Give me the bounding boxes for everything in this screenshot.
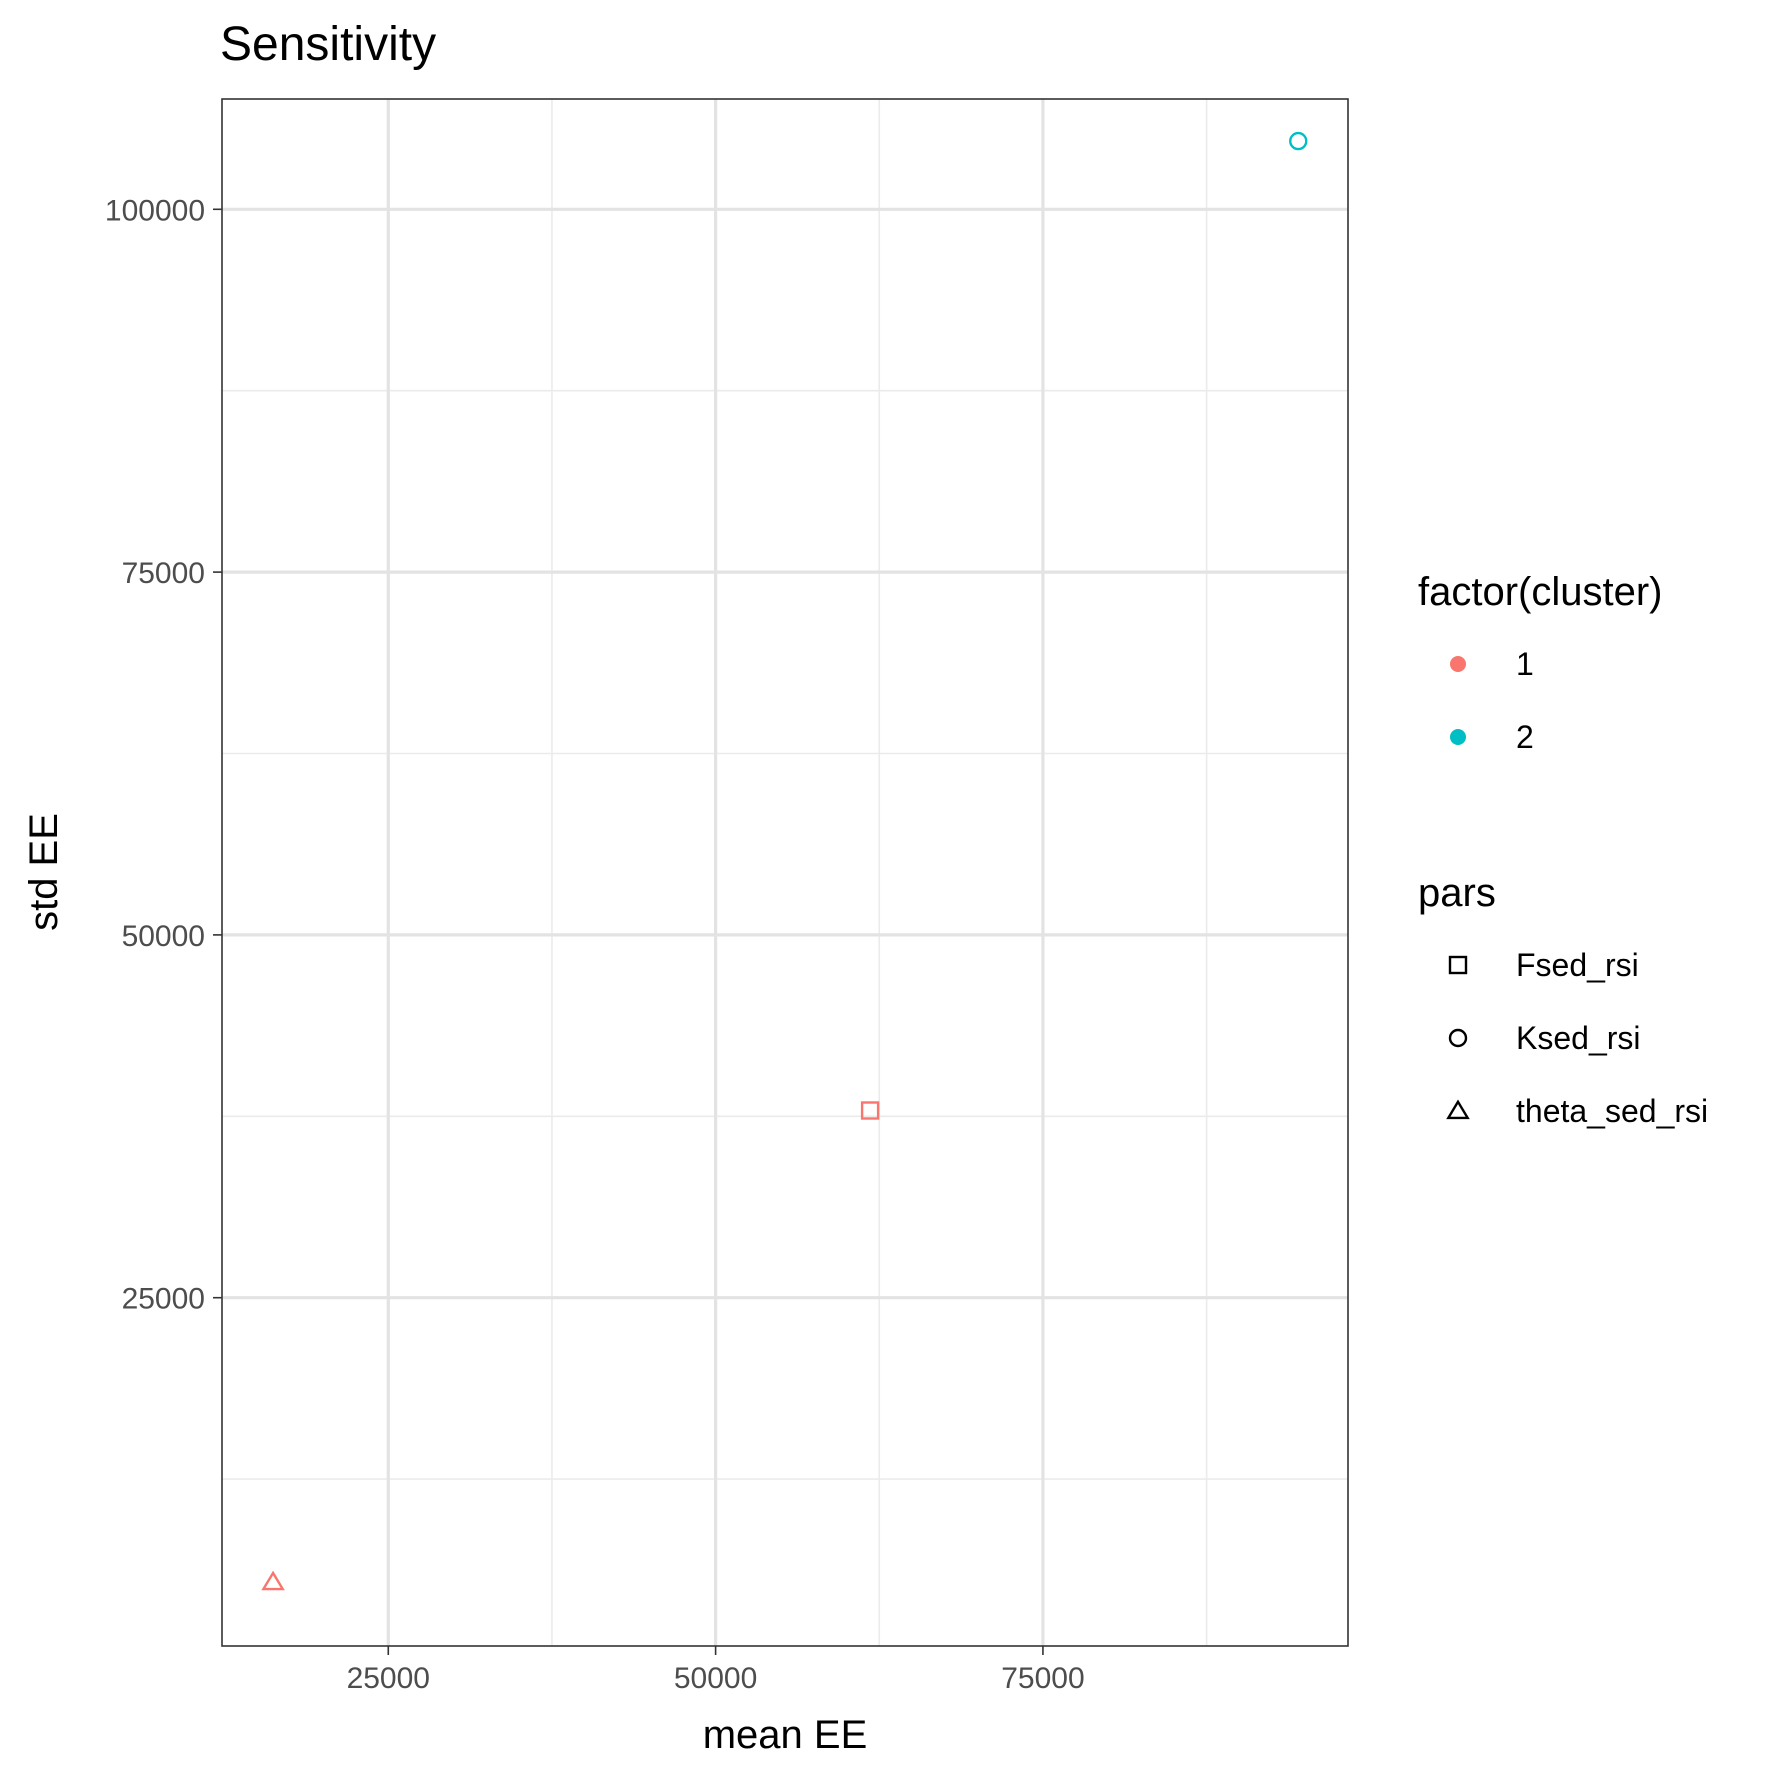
legend-label: theta_sed_rsi [1516, 1093, 1708, 1129]
y-axis-title: std EE [22, 813, 66, 931]
legend-key-shape [1448, 1028, 1468, 1048]
legend-key-shape [1446, 1099, 1470, 1120]
legend-title: factor(cluster) [1418, 570, 1663, 614]
x-tick-label: 50000 [674, 1662, 757, 1695]
data-point-theta-sed-rsi [261, 1570, 285, 1591]
x-axis-title: mean EE [703, 1713, 868, 1757]
axis-ticks: 25000 50000 75000 25000 50000 75000 100000 [105, 194, 1085, 1695]
y-tick-label: 25000 [122, 1283, 205, 1316]
x-tick-label: 75000 [1001, 1662, 1084, 1695]
data-point-Fsed-rsi [860, 1101, 880, 1120]
chart-title: Sensitivity [220, 18, 436, 71]
data-points [261, 131, 1308, 1591]
x-tick-label: 25000 [347, 1662, 430, 1695]
grid-lines [222, 99, 1348, 1646]
legend-key-shape [1448, 955, 1468, 975]
legend-label: Fsed_rsi [1516, 947, 1639, 983]
y-tick-label: 75000 [122, 557, 205, 590]
y-tick-label: 100000 [105, 194, 205, 227]
legend-label: 2 [1516, 719, 1534, 755]
legend-key-color [1450, 656, 1466, 672]
plot-panel-border [221, 98, 1349, 1647]
legend-label: Ksed_rsi [1516, 1020, 1641, 1056]
y-tick-label: 50000 [122, 920, 205, 953]
legend-key-color [1450, 729, 1466, 745]
data-point-Ksed-rsi [1289, 131, 1308, 151]
legend-label: 1 [1516, 646, 1534, 682]
legend-title: pars [1418, 871, 1496, 915]
legend: factor(cluster) 1 2 pars Fsed_rsi Ksed_rsithe… [1418, 570, 1708, 1129]
